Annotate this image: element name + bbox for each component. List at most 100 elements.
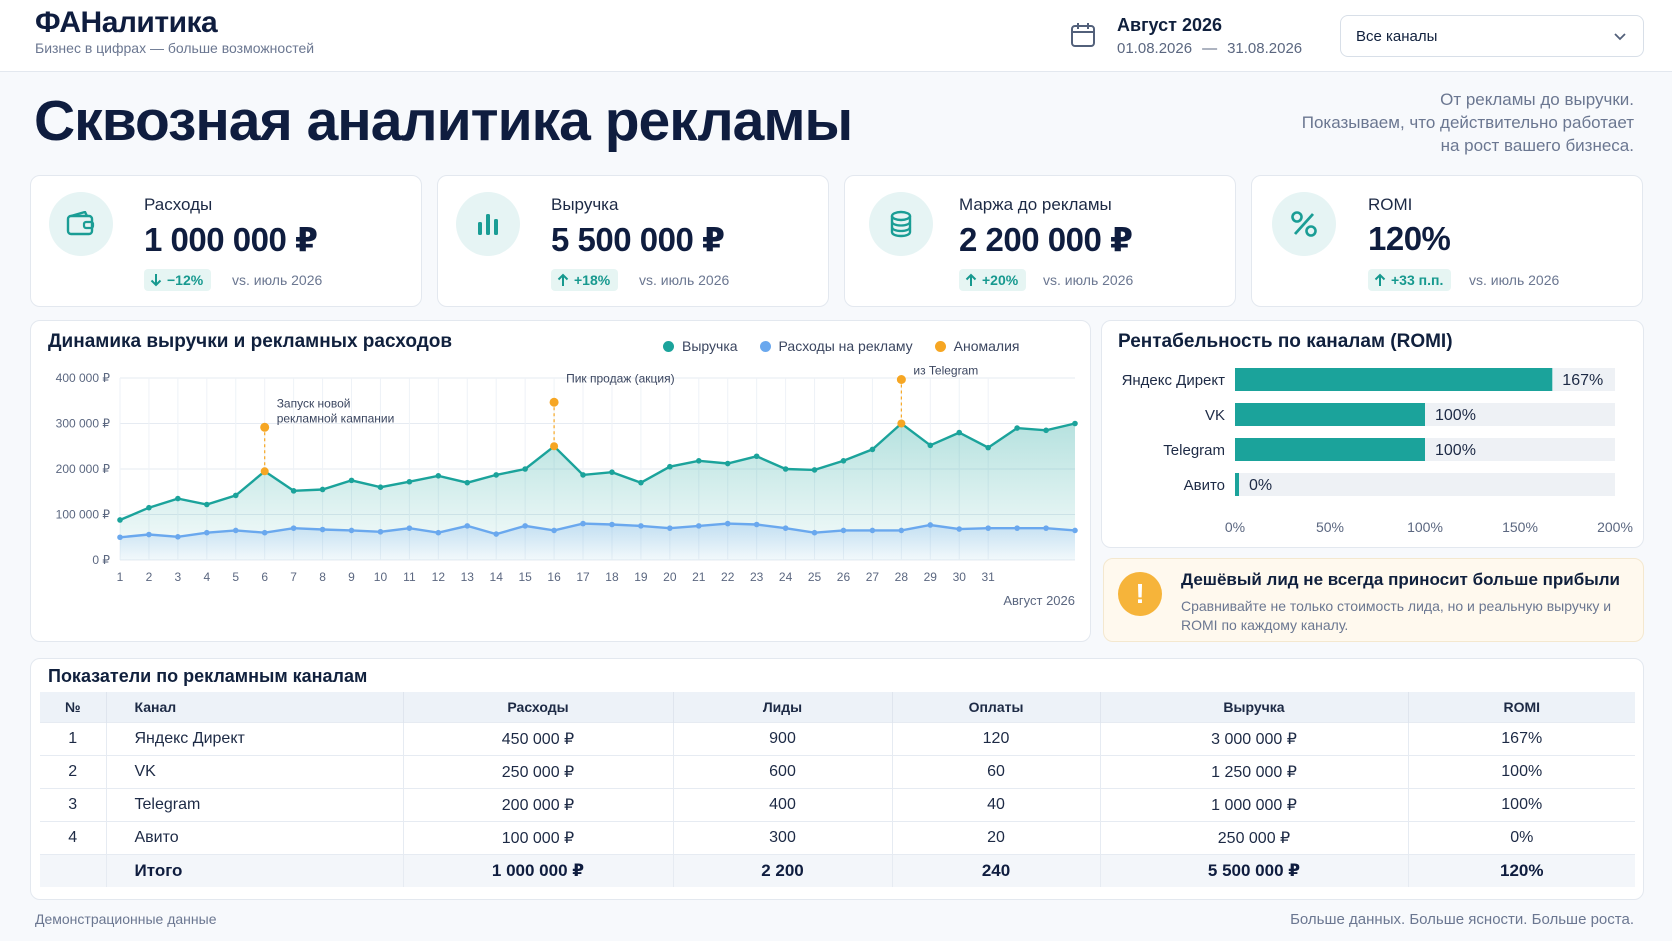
data-point[interactable]: [667, 525, 673, 531]
column-header[interactable]: Лиды: [673, 692, 893, 722]
data-point[interactable]: [464, 523, 471, 529]
data-point[interactable]: [406, 478, 413, 485]
period-range[interactable]: 01.08.2026 — 31.08.2026: [1117, 40, 1302, 57]
data-point[interactable]: [580, 472, 586, 478]
bar[interactable]: [1235, 368, 1553, 391]
data-point[interactable]: [117, 534, 123, 541]
bar[interactable]: [1235, 438, 1425, 461]
calendar-icon[interactable]: [1070, 22, 1096, 48]
data-point[interactable]: [840, 527, 847, 534]
kpi-card-romi[interactable]: ROMI 120% +33 п.п. vs. июль 2026: [1251, 175, 1643, 307]
column-header[interactable]: Оплаты: [892, 692, 1101, 722]
data-point[interactable]: [204, 501, 210, 508]
romi-chart[interactable]: 0% 50% 100% 150% 200% Яндекс Директ 167% VK 100%…: [1105, 360, 1642, 545]
legend-item-anomaly[interactable]: Аномалия: [934, 338, 1020, 354]
data-point[interactable]: [406, 525, 413, 531]
data-point[interactable]: [493, 472, 500, 478]
data-point[interactable]: [609, 469, 615, 475]
data-point[interactable]: [869, 527, 876, 534]
data-point[interactable]: [377, 528, 384, 535]
kpi-card-margin[interactable]: Маржа до рекламы 2 200 000 ₽ +20% vs. ию…: [844, 175, 1236, 307]
data-point[interactable]: [290, 488, 297, 494]
data-point[interactable]: [1043, 525, 1049, 531]
data-point[interactable]: [435, 529, 442, 536]
data-point[interactable]: [667, 463, 673, 470]
kpi-card-expenses[interactable]: Расходы 1 000 000 ₽ −12% vs. июль 2026: [30, 175, 422, 307]
anomaly-marker[interactable]: [260, 422, 270, 432]
data-point[interactable]: [232, 527, 239, 534]
data-point[interactable]: [724, 460, 731, 467]
data-point[interactable]: [927, 442, 934, 449]
bar[interactable]: [1235, 403, 1425, 426]
data-point[interactable]: [319, 526, 326, 533]
data-point[interactable]: [290, 525, 297, 531]
data-point[interactable]: [493, 531, 500, 537]
column-header[interactable]: ROMI: [1408, 692, 1635, 722]
channel-select[interactable]: Все каналы: [1340, 15, 1644, 57]
data-point[interactable]: [551, 527, 557, 534]
data-point[interactable]: [204, 529, 210, 536]
period-title[interactable]: Август 2026: [1117, 15, 1222, 35]
table-row[interactable]: 1 Яндекс Директ 450 000 ₽900 120 3 000 000 ₽…: [40, 721, 1635, 755]
data-point[interactable]: [435, 473, 442, 479]
data-point[interactable]: [146, 504, 152, 511]
data-point[interactable]: [638, 479, 644, 486]
data-point[interactable]: [464, 479, 471, 486]
data-point[interactable]: [1014, 525, 1020, 531]
data-point[interactable]: [522, 466, 528, 472]
app-logo[interactable]: ФАНалитика: [35, 6, 218, 39]
data-point[interactable]: [175, 533, 181, 540]
data-point[interactable]: [348, 527, 355, 534]
data-point[interactable]: [232, 492, 239, 499]
data-point[interactable]: [753, 453, 760, 460]
data-point[interactable]: [753, 521, 760, 528]
bar[interactable]: [1235, 473, 1239, 496]
data-point[interactable]: [695, 523, 702, 529]
column-header[interactable]: №: [40, 692, 107, 722]
data-point[interactable]: [522, 523, 528, 529]
data-point[interactable]: [348, 477, 355, 484]
data-point[interactable]: [956, 526, 963, 532]
column-header[interactable]: Канал: [106, 692, 404, 722]
data-point[interactable]: [1072, 420, 1078, 427]
data-point[interactable]: [1043, 427, 1049, 434]
data-point[interactable]: [117, 517, 123, 523]
table-row[interactable]: 2 VK 250 000 ₽600 60 1 250 000 ₽100%: [40, 754, 1635, 788]
anomaly-marker[interactable]: [896, 375, 906, 384]
data-point[interactable]: [898, 527, 905, 534]
column-header[interactable]: Выручка: [1100, 692, 1409, 722]
data-point[interactable]: [261, 529, 268, 536]
data-point[interactable]: [146, 531, 152, 538]
data-point[interactable]: [609, 521, 615, 528]
column-header[interactable]: Расходы: [403, 692, 674, 722]
data-point[interactable]: [1014, 425, 1020, 431]
data-point[interactable]: [1072, 527, 1078, 534]
data-point[interactable]: [985, 525, 991, 531]
data-point[interactable]: [927, 522, 934, 528]
table-row[interactable]: 3 Telegram 200 000 ₽400 40 1 000 000 ₽100%: [40, 787, 1635, 821]
data-point[interactable]: [638, 523, 644, 529]
data-point[interactable]: [782, 466, 789, 472]
data-point[interactable]: [811, 529, 818, 536]
data-point[interactable]: [724, 520, 731, 527]
data-point[interactable]: [580, 520, 586, 527]
table-row[interactable]: 4 Авито 100 000 ₽300 20 250 000 ₽0%: [40, 820, 1635, 854]
anomaly-point[interactable]: [260, 467, 269, 476]
data-point[interactable]: [782, 525, 789, 531]
data-point[interactable]: [956, 429, 963, 436]
data-point[interactable]: [377, 484, 384, 490]
data-point[interactable]: [840, 458, 847, 464]
data-point[interactable]: [985, 444, 991, 451]
kpi-card-revenue[interactable]: Выручка 5 500 000 ₽ +18% vs. июль 2026: [437, 175, 829, 307]
anomaly-point[interactable]: [550, 442, 559, 451]
data-point[interactable]: [869, 446, 876, 453]
data-point[interactable]: [811, 467, 818, 473]
data-point[interactable]: [175, 495, 181, 502]
data-point[interactable]: [695, 458, 702, 464]
data-point[interactable]: [319, 486, 326, 493]
legend-item-ad-spend[interactable]: Расходы на рекламу: [759, 338, 913, 354]
anomaly-point[interactable]: [897, 419, 906, 428]
legend-item-revenue[interactable]: Выручка: [663, 338, 738, 354]
trend-chart[interactable]: 0 ₽ 100 000 ₽ 200 000 ₽ 300 000 ₽ 400 000 ₽ 1…: [40, 362, 1085, 637]
anomaly-marker[interactable]: [549, 397, 559, 407]
